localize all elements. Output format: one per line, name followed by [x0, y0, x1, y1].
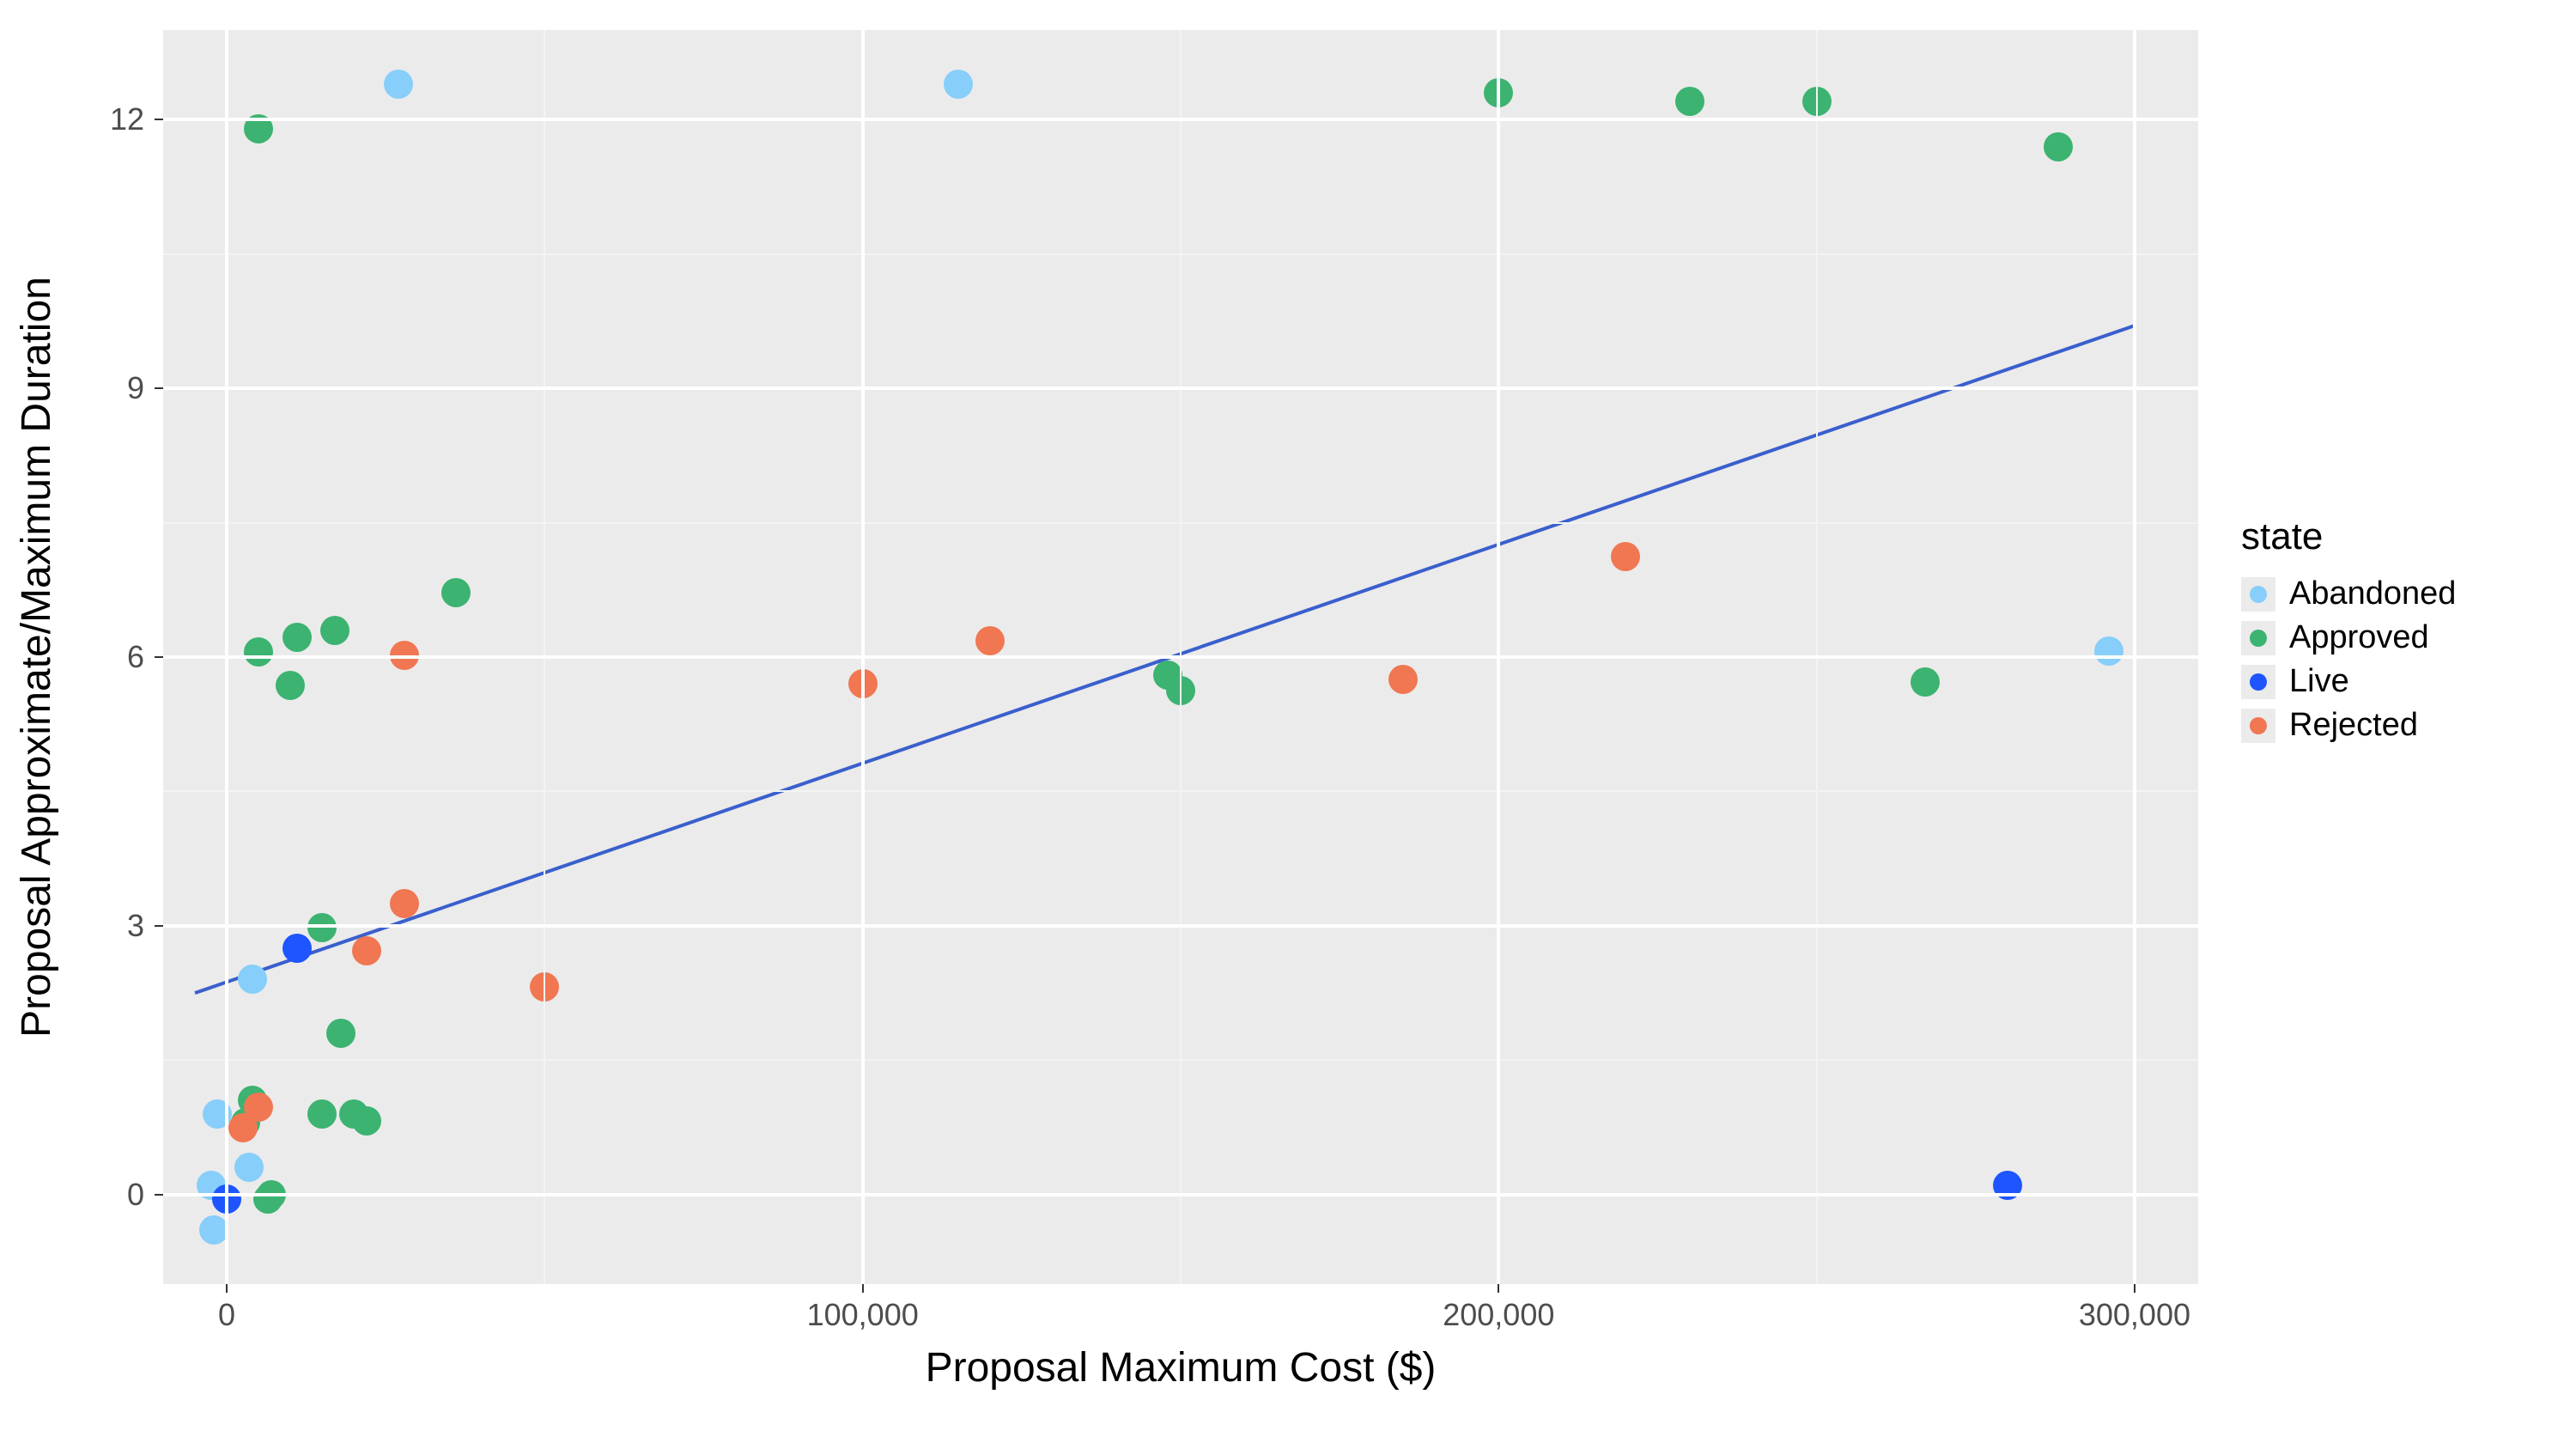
x-axis-title: Proposal Maximum Cost ($)	[926, 1344, 1437, 1391]
grid-major-h	[163, 387, 2198, 390]
data-point	[320, 616, 349, 645]
legend-item: Abandoned	[2241, 575, 2456, 612]
data-point	[228, 1113, 258, 1142]
grid-minor-h	[163, 790, 2198, 792]
legend-label: Abandoned	[2289, 575, 2456, 612]
legend-label: Rejected	[2289, 707, 2418, 744]
data-point	[352, 1106, 381, 1135]
data-point	[1675, 87, 1704, 116]
x-tick-mark	[226, 1284, 228, 1293]
data-point	[384, 70, 413, 99]
x-tick-label: 200,000	[1443, 1300, 1554, 1330]
scatter-plot-chart: Proposal Approximate/Maximum Duration Pr…	[0, 0, 2576, 1449]
grid-major-h	[163, 655, 2198, 659]
data-point	[283, 934, 312, 963]
legend-item: Rejected	[2241, 707, 2456, 744]
grid-minor-h	[163, 253, 2198, 255]
data-point	[975, 626, 1005, 655]
data-point	[276, 671, 305, 700]
data-point	[352, 936, 381, 965]
x-tick-label: 300,000	[2079, 1300, 2190, 1330]
data-point	[441, 578, 471, 607]
data-point	[238, 965, 267, 994]
legend-key	[2241, 621, 2275, 655]
data-point	[234, 1153, 264, 1182]
y-tick-mark	[155, 656, 163, 658]
data-point	[307, 1099, 337, 1129]
data-point	[1911, 667, 1940, 697]
data-point	[326, 1019, 355, 1048]
y-axis-title: Proposal Approximate/Maximum Duration	[13, 277, 60, 1038]
y-tick-mark	[155, 119, 163, 120]
y-tick-label: 0	[127, 1179, 144, 1210]
x-tick-mark	[1498, 1284, 1499, 1293]
legend-title: state	[2241, 515, 2456, 558]
data-point	[253, 1184, 283, 1214]
legend-dot-icon	[2250, 630, 2267, 647]
grid-major-h	[163, 1193, 2198, 1196]
x-tick-mark	[2134, 1284, 2136, 1293]
data-point	[2044, 132, 2073, 161]
y-tick-label: 3	[127, 910, 144, 941]
y-tick-label: 9	[127, 373, 144, 404]
legend-key	[2241, 577, 2275, 612]
x-tick-mark	[862, 1284, 864, 1293]
legend-dot-icon	[2250, 586, 2267, 603]
y-tick-label: 6	[127, 642, 144, 673]
legend-key	[2241, 709, 2275, 743]
grid-major-h	[163, 118, 2198, 121]
legend-dot-icon	[2250, 673, 2267, 691]
grid-minor-h	[163, 1059, 2198, 1061]
data-point	[390, 889, 419, 918]
data-point	[244, 637, 273, 667]
data-point	[2094, 636, 2123, 666]
legend-label: Live	[2289, 663, 2349, 700]
data-point	[283, 623, 312, 652]
legend-label: Approved	[2289, 619, 2429, 656]
y-tick-mark	[155, 1194, 163, 1196]
data-point	[1388, 665, 1418, 694]
legend: state Abandoned Approved Live Rejected	[2241, 515, 2456, 751]
grid-minor-h	[163, 522, 2198, 524]
y-tick-label: 12	[110, 104, 144, 135]
x-tick-label: 100,000	[807, 1300, 919, 1330]
data-point	[307, 913, 337, 942]
y-tick-mark	[155, 387, 163, 389]
grid-major-h	[163, 924, 2198, 928]
data-point	[944, 70, 973, 99]
legend-dot-icon	[2250, 717, 2267, 734]
legend-key	[2241, 665, 2275, 699]
legend-item: Live	[2241, 663, 2456, 700]
data-point	[1611, 542, 1640, 571]
x-tick-label: 0	[218, 1300, 235, 1330]
legend-item: Approved	[2241, 619, 2456, 656]
y-tick-mark	[155, 925, 163, 927]
